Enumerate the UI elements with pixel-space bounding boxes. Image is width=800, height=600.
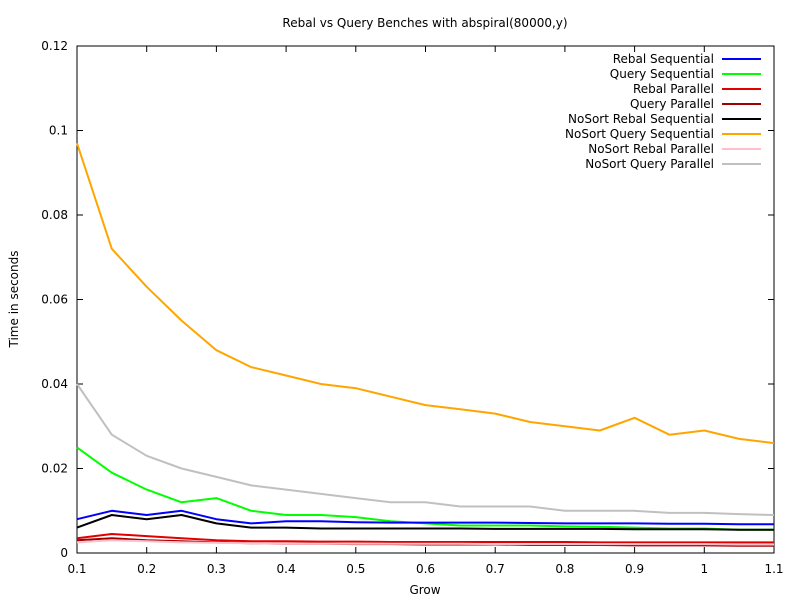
x-tick-label: 0.1 [67,562,86,576]
legend-label: NoSort Query Sequential [565,127,714,141]
series-line-rebal-sequential [76,509,774,526]
x-tick-label: 0.2 [137,562,156,576]
series-line-rebal-parallel [76,533,774,544]
series-line-nosort-query-sequential [76,142,775,445]
y-tick-label: 0.1 [49,124,68,138]
x-axis-label: Grow [409,583,440,597]
legend-label: NoSort Rebal Sequential [568,112,714,126]
chart-title: Rebal vs Query Benches with abspiral(800… [282,16,567,30]
legend-label: Query Parallel [630,97,714,111]
axis-ticks: 0.1 0.2 0.3 0.4 0.5 0.6 0.7 0.8 0.9 1 1.1 0 0.02 0.04… [41,39,783,576]
legend-label: NoSort Rebal Parallel [588,142,714,156]
legend-label: Rebal Parallel [633,82,714,96]
x-tick-label: 1.1 [764,562,783,576]
series-line-query-sequential [76,446,774,531]
x-tick-label: 1 [700,562,708,576]
x-tick-label: 0.3 [207,562,226,576]
y-tick-label: 0.08 [41,208,68,222]
x-tick-label: 0.4 [277,562,296,576]
x-tick-label: 0.6 [416,562,435,576]
y-tick-label: 0.02 [41,462,68,476]
legend-label: Query Sequential [610,67,714,81]
y-axis-label: Time in seconds [7,251,21,349]
x-tick-label: 0.5 [346,562,365,576]
y-tick-label: 0.04 [41,377,68,391]
series-line-nosort-rebal-parallel [76,539,774,546]
legend-label: Rebal Sequential [613,52,714,66]
y-tick-label: 0.06 [41,293,68,307]
y-tick-label: 0 [60,546,68,560]
series-line-nosort-rebal-sequential [76,514,774,531]
series-layer [76,142,775,547]
series-line-nosort-query-parallel [76,383,775,516]
x-tick-label: 0.8 [555,562,574,576]
x-tick-label: 0.9 [625,562,644,576]
x-tick-label: 0.7 [486,562,505,576]
legend-label: NoSort Query Parallel [585,157,714,171]
y-tick-label: 0.12 [41,39,68,53]
